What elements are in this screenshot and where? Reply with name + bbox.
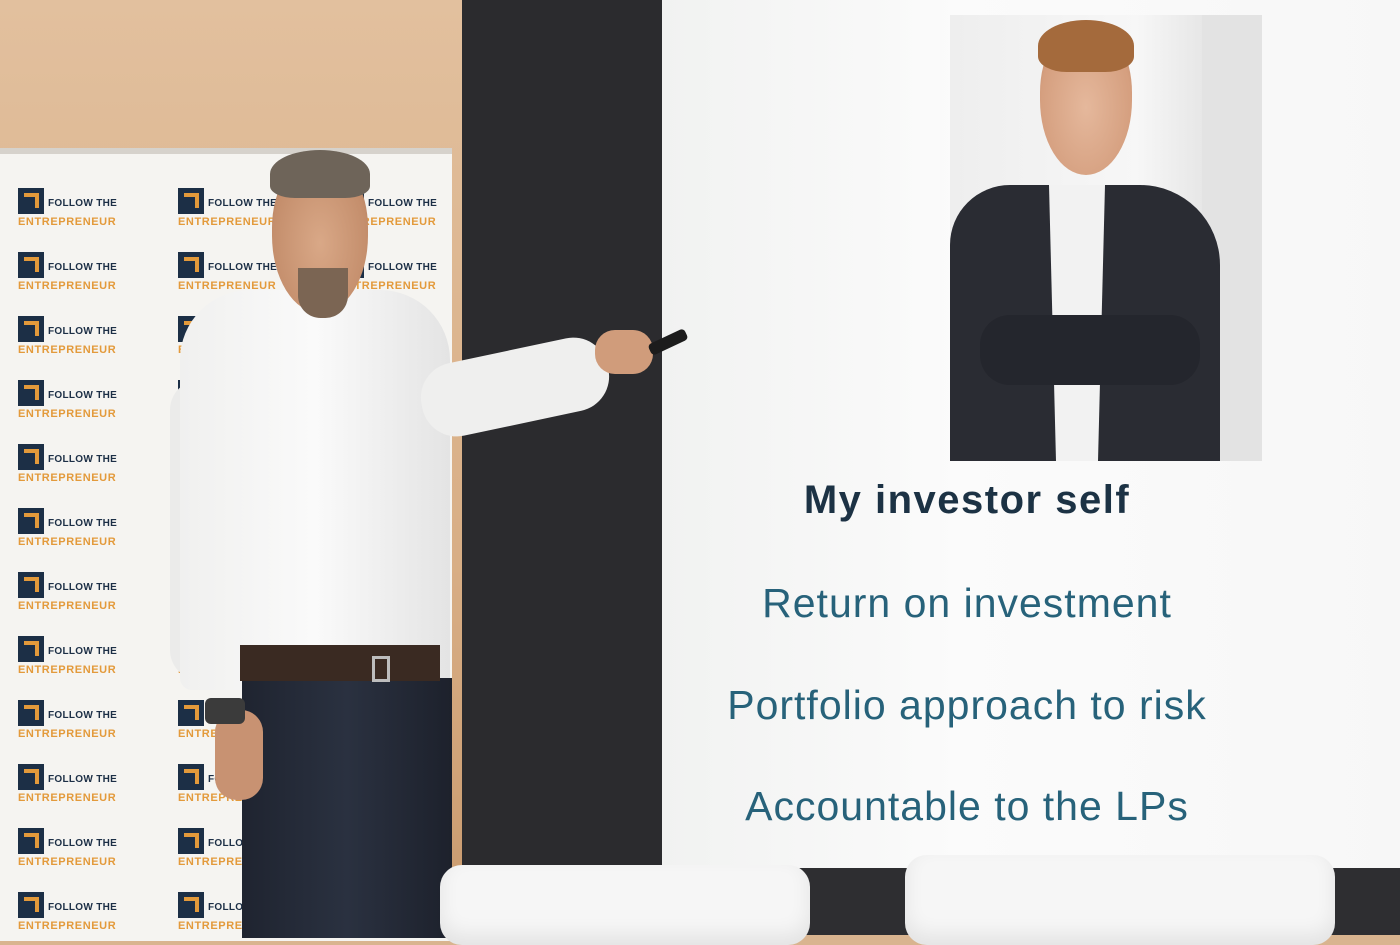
logo-text-line2: ENTREPRENEUR <box>18 472 117 484</box>
sponsor-logo: FOLLOW THE ENTREPRENEUR <box>178 188 288 232</box>
logo-text-line1: FOLLOW THE <box>48 262 118 273</box>
sponsor-logo: FOLLOW THE ENTREPRENEUR <box>18 764 128 808</box>
sponsor-logo: FOLLOW THE ENTREPRENEUR <box>18 636 128 680</box>
arrow-logo-icon <box>18 508 44 534</box>
logo-text-line2: ENTREPRENEUR <box>178 216 277 228</box>
white-armchair-left <box>440 865 810 945</box>
sponsor-logo: FOLLOW THE ENTREPRENEUR <box>18 380 128 424</box>
clicker-remote <box>647 328 689 356</box>
logo-text-line1: FOLLOW THE <box>368 198 438 209</box>
arrow-logo-icon <box>178 188 204 214</box>
logo-text-line1: FOLLOW THE <box>48 902 118 913</box>
logo-text-line1: FOLLOW THE <box>368 262 438 273</box>
white-armchair-right <box>905 855 1335 945</box>
arrow-logo-icon <box>178 828 204 854</box>
slide-portrait-photo <box>950 15 1262 461</box>
logo-text-line1: FOLLOW THE <box>48 454 118 465</box>
arrow-logo-icon <box>18 316 44 342</box>
slide-point-3: Accountable to the LPs <box>745 783 1189 829</box>
sponsor-logo: FOLLOW THE ENTREPRENEUR <box>18 252 128 296</box>
sponsor-logo: FOLLOW THE ENTREPRENEUR <box>18 188 128 232</box>
logo-text-line1: FOLLOW THE <box>48 390 118 401</box>
logo-text-line1: FOLLOW THE <box>48 838 118 849</box>
sponsor-logo: FOLLOW THE ENTREPRENEUR <box>18 572 128 616</box>
sponsor-logo: FOLLOW THE ENTREPRENEUR <box>18 316 128 360</box>
arrow-logo-icon <box>18 892 44 918</box>
logo-text-line2: ENTREPRENEUR <box>178 280 277 292</box>
logo-text-line1: FOLLOW THE <box>48 646 118 657</box>
logo-text-line2: ENTREPRENEUR <box>18 536 117 548</box>
arrow-logo-icon <box>18 252 44 278</box>
sponsor-logo: FOLLOW THE ENTREPRENEUR <box>18 508 128 552</box>
logo-text-line1: FOLLOW THE <box>48 198 118 209</box>
arrow-logo-icon <box>18 444 44 470</box>
slide-point-1: Return on investment <box>762 580 1172 626</box>
arrow-logo-icon <box>18 636 44 662</box>
logo-text-line2: ENTREPRENEUR <box>338 280 437 292</box>
sponsor-logo: FOLLOW THE ENTREPRENEUR <box>18 892 128 936</box>
logo-text-line2: ENTREPRENEUR <box>18 344 117 356</box>
logo-text-line1: FOLLOW THE <box>48 326 118 337</box>
sponsor-logo: FOLLOW THE ENTREPRENEUR <box>18 444 128 488</box>
sponsor-logo: FOLLOW THE ENTREPRENEUR <box>178 252 288 296</box>
logo-text-line1: FOLLOW THE <box>208 262 278 273</box>
arrow-logo-icon <box>18 700 44 726</box>
watch <box>205 698 245 724</box>
arrow-logo-icon <box>18 572 44 598</box>
logo-text-line1: FOLLOW THE <box>48 710 118 721</box>
logo-text-line2: ENTREPRENEUR <box>18 216 117 228</box>
logo-text-line2: ENTREPRENEUR <box>18 792 117 804</box>
logo-text-line2: ENTREPRENEUR <box>18 408 117 420</box>
arrow-logo-icon <box>18 380 44 406</box>
slide-point-2: Portfolio approach to risk <box>727 682 1207 728</box>
logo-text-line2: ENTREPRENEUR <box>18 856 117 868</box>
arrow-logo-icon <box>18 828 44 854</box>
dark-backdrop <box>462 0 667 935</box>
arrow-logo-icon <box>18 188 44 214</box>
logo-text-line1: FOLLOW THE <box>48 774 118 785</box>
logo-text-line2: ENTREPRENEUR <box>18 728 117 740</box>
sponsor-logo: FOLLOW THE ENTREPRENEUR <box>18 700 128 744</box>
logo-text-line1: FOLLOW THE <box>48 518 118 529</box>
logo-text-line2: ENTREPRENEUR <box>18 664 117 676</box>
arrow-logo-icon <box>18 764 44 790</box>
arrow-logo-icon <box>178 764 204 790</box>
logo-text-line2: ENTREPRENEUR <box>18 600 117 612</box>
presenter <box>170 150 700 938</box>
logo-text-line1: FOLLOW THE <box>208 198 278 209</box>
slide-title: My investor self <box>803 478 1131 522</box>
arrow-logo-icon <box>178 252 204 278</box>
logo-text-line2: ENTREPRENEUR <box>18 280 117 292</box>
arrow-logo-icon <box>178 700 204 726</box>
logo-text-line1: FOLLOW THE <box>48 582 118 593</box>
logo-text-line2: ENTREPRENEUR <box>18 920 117 932</box>
sponsor-logo: FOLLOW THE ENTREPRENEUR <box>18 828 128 872</box>
arrow-logo-icon <box>178 892 204 918</box>
